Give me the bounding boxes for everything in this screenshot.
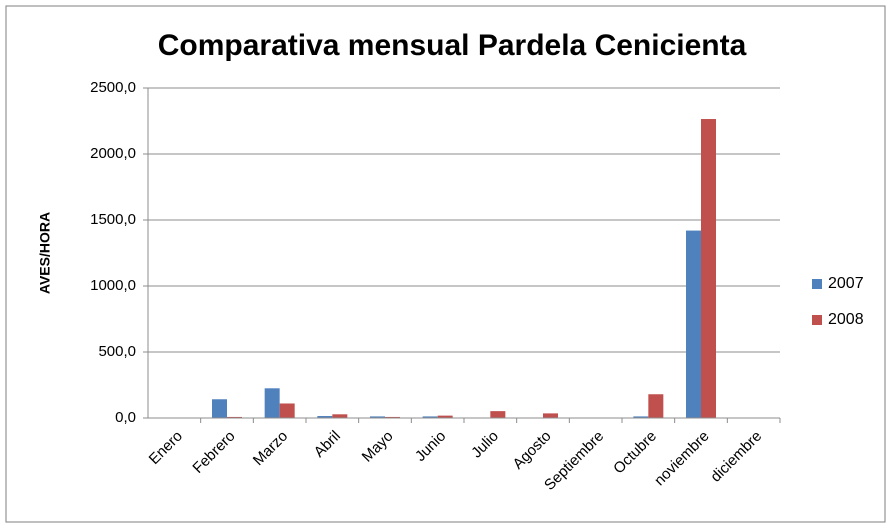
bar xyxy=(633,416,649,418)
bar xyxy=(370,416,385,418)
bar xyxy=(543,413,558,418)
bar xyxy=(422,416,438,418)
y-tick-label: 1500,0 xyxy=(90,211,136,228)
bar xyxy=(490,411,506,418)
y-tick-label: 0,0 xyxy=(115,409,136,426)
chart-title: Comparativa mensual Pardela Cenicienta xyxy=(158,29,747,62)
bar xyxy=(686,230,701,418)
bar xyxy=(648,394,664,418)
legend-label: 2007 xyxy=(828,275,864,292)
chart-frame xyxy=(5,5,886,523)
legend-swatch xyxy=(812,279,822,289)
legend-label: 2008 xyxy=(828,311,864,328)
bar xyxy=(385,416,400,418)
bar xyxy=(264,388,280,418)
y-tick-label: 500,0 xyxy=(98,343,136,360)
y-tick-label: 1000,0 xyxy=(90,277,136,294)
y-axis-label: AVES/HORA xyxy=(37,212,53,294)
bar xyxy=(227,416,242,418)
legend-swatch xyxy=(812,315,822,325)
bar xyxy=(279,403,295,418)
y-tick-label: 2500,0 xyxy=(90,79,136,96)
bar xyxy=(332,414,348,418)
y-tick-label: 2000,0 xyxy=(90,145,136,162)
bar xyxy=(212,399,227,418)
bar xyxy=(317,416,333,418)
bar xyxy=(437,415,453,418)
bar xyxy=(701,119,716,419)
